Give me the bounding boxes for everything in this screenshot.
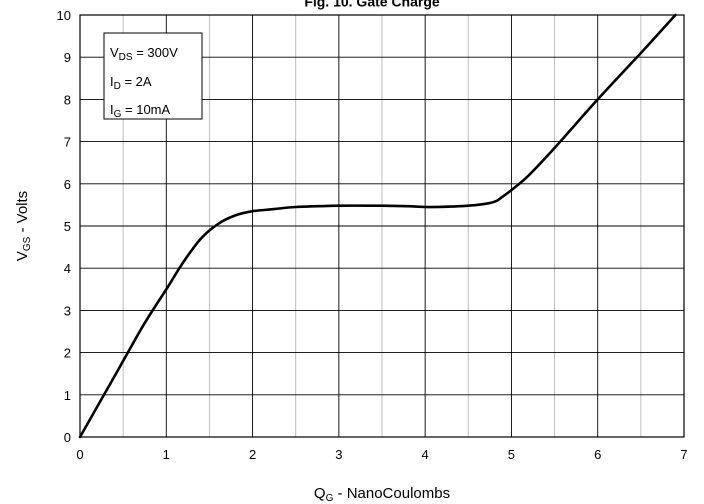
- y-tick-label: 8: [64, 92, 71, 107]
- x-tick-label: 0: [76, 447, 83, 462]
- y-tick-label: 4: [64, 261, 71, 276]
- y-tick-label: 5: [64, 219, 71, 234]
- x-tick-label: 5: [508, 447, 515, 462]
- x-axis-label: QG - NanoCoulombs: [314, 485, 450, 504]
- y-tick-label: 0: [64, 430, 71, 445]
- chart-title: Fig. 10. Gate Charge: [304, 0, 440, 10]
- y-tick-labels: 0 1 2 3 4 5 6 7 8 9 10: [57, 8, 71, 445]
- gate-charge-curve: [78, 13, 677, 439]
- legend-box: VDS = 300V ID = 2A IG = 10mA: [103, 32, 203, 120]
- legend-frame: [103, 32, 203, 120]
- x-tick-label: 6: [594, 447, 601, 462]
- x-tick-label: 3: [335, 447, 342, 462]
- legend-entry-id: ID = 2A: [110, 74, 152, 92]
- y-tick-label: 10: [57, 8, 71, 23]
- x-tick-label: 7: [680, 447, 687, 462]
- legend-entry-vds: VDS = 300V: [110, 45, 178, 63]
- y-tick-label: 3: [64, 303, 71, 318]
- x-tick-label: 2: [249, 447, 256, 462]
- x-tick-labels: 0 1 2 3 4 5 6 7: [76, 447, 687, 462]
- legend-entry-ig: IG = 10mA: [110, 102, 171, 120]
- y-axis-label: VGS - Volts: [14, 191, 33, 261]
- y-tick-label: 6: [64, 177, 71, 192]
- y-tick-label: 1: [64, 388, 71, 403]
- x-tick-label: 1: [163, 447, 170, 462]
- y-tick-label: 9: [64, 50, 71, 65]
- x-tick-label: 4: [422, 447, 429, 462]
- y-tick-label: 7: [64, 135, 71, 150]
- y-tick-label: 2: [64, 346, 71, 361]
- plot-area-border: [79, 14, 685, 438]
